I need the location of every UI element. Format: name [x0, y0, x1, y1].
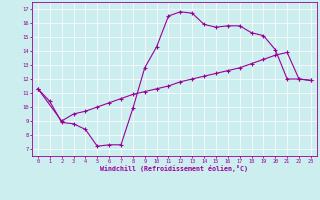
X-axis label: Windchill (Refroidissement éolien,°C): Windchill (Refroidissement éolien,°C)	[100, 165, 248, 172]
